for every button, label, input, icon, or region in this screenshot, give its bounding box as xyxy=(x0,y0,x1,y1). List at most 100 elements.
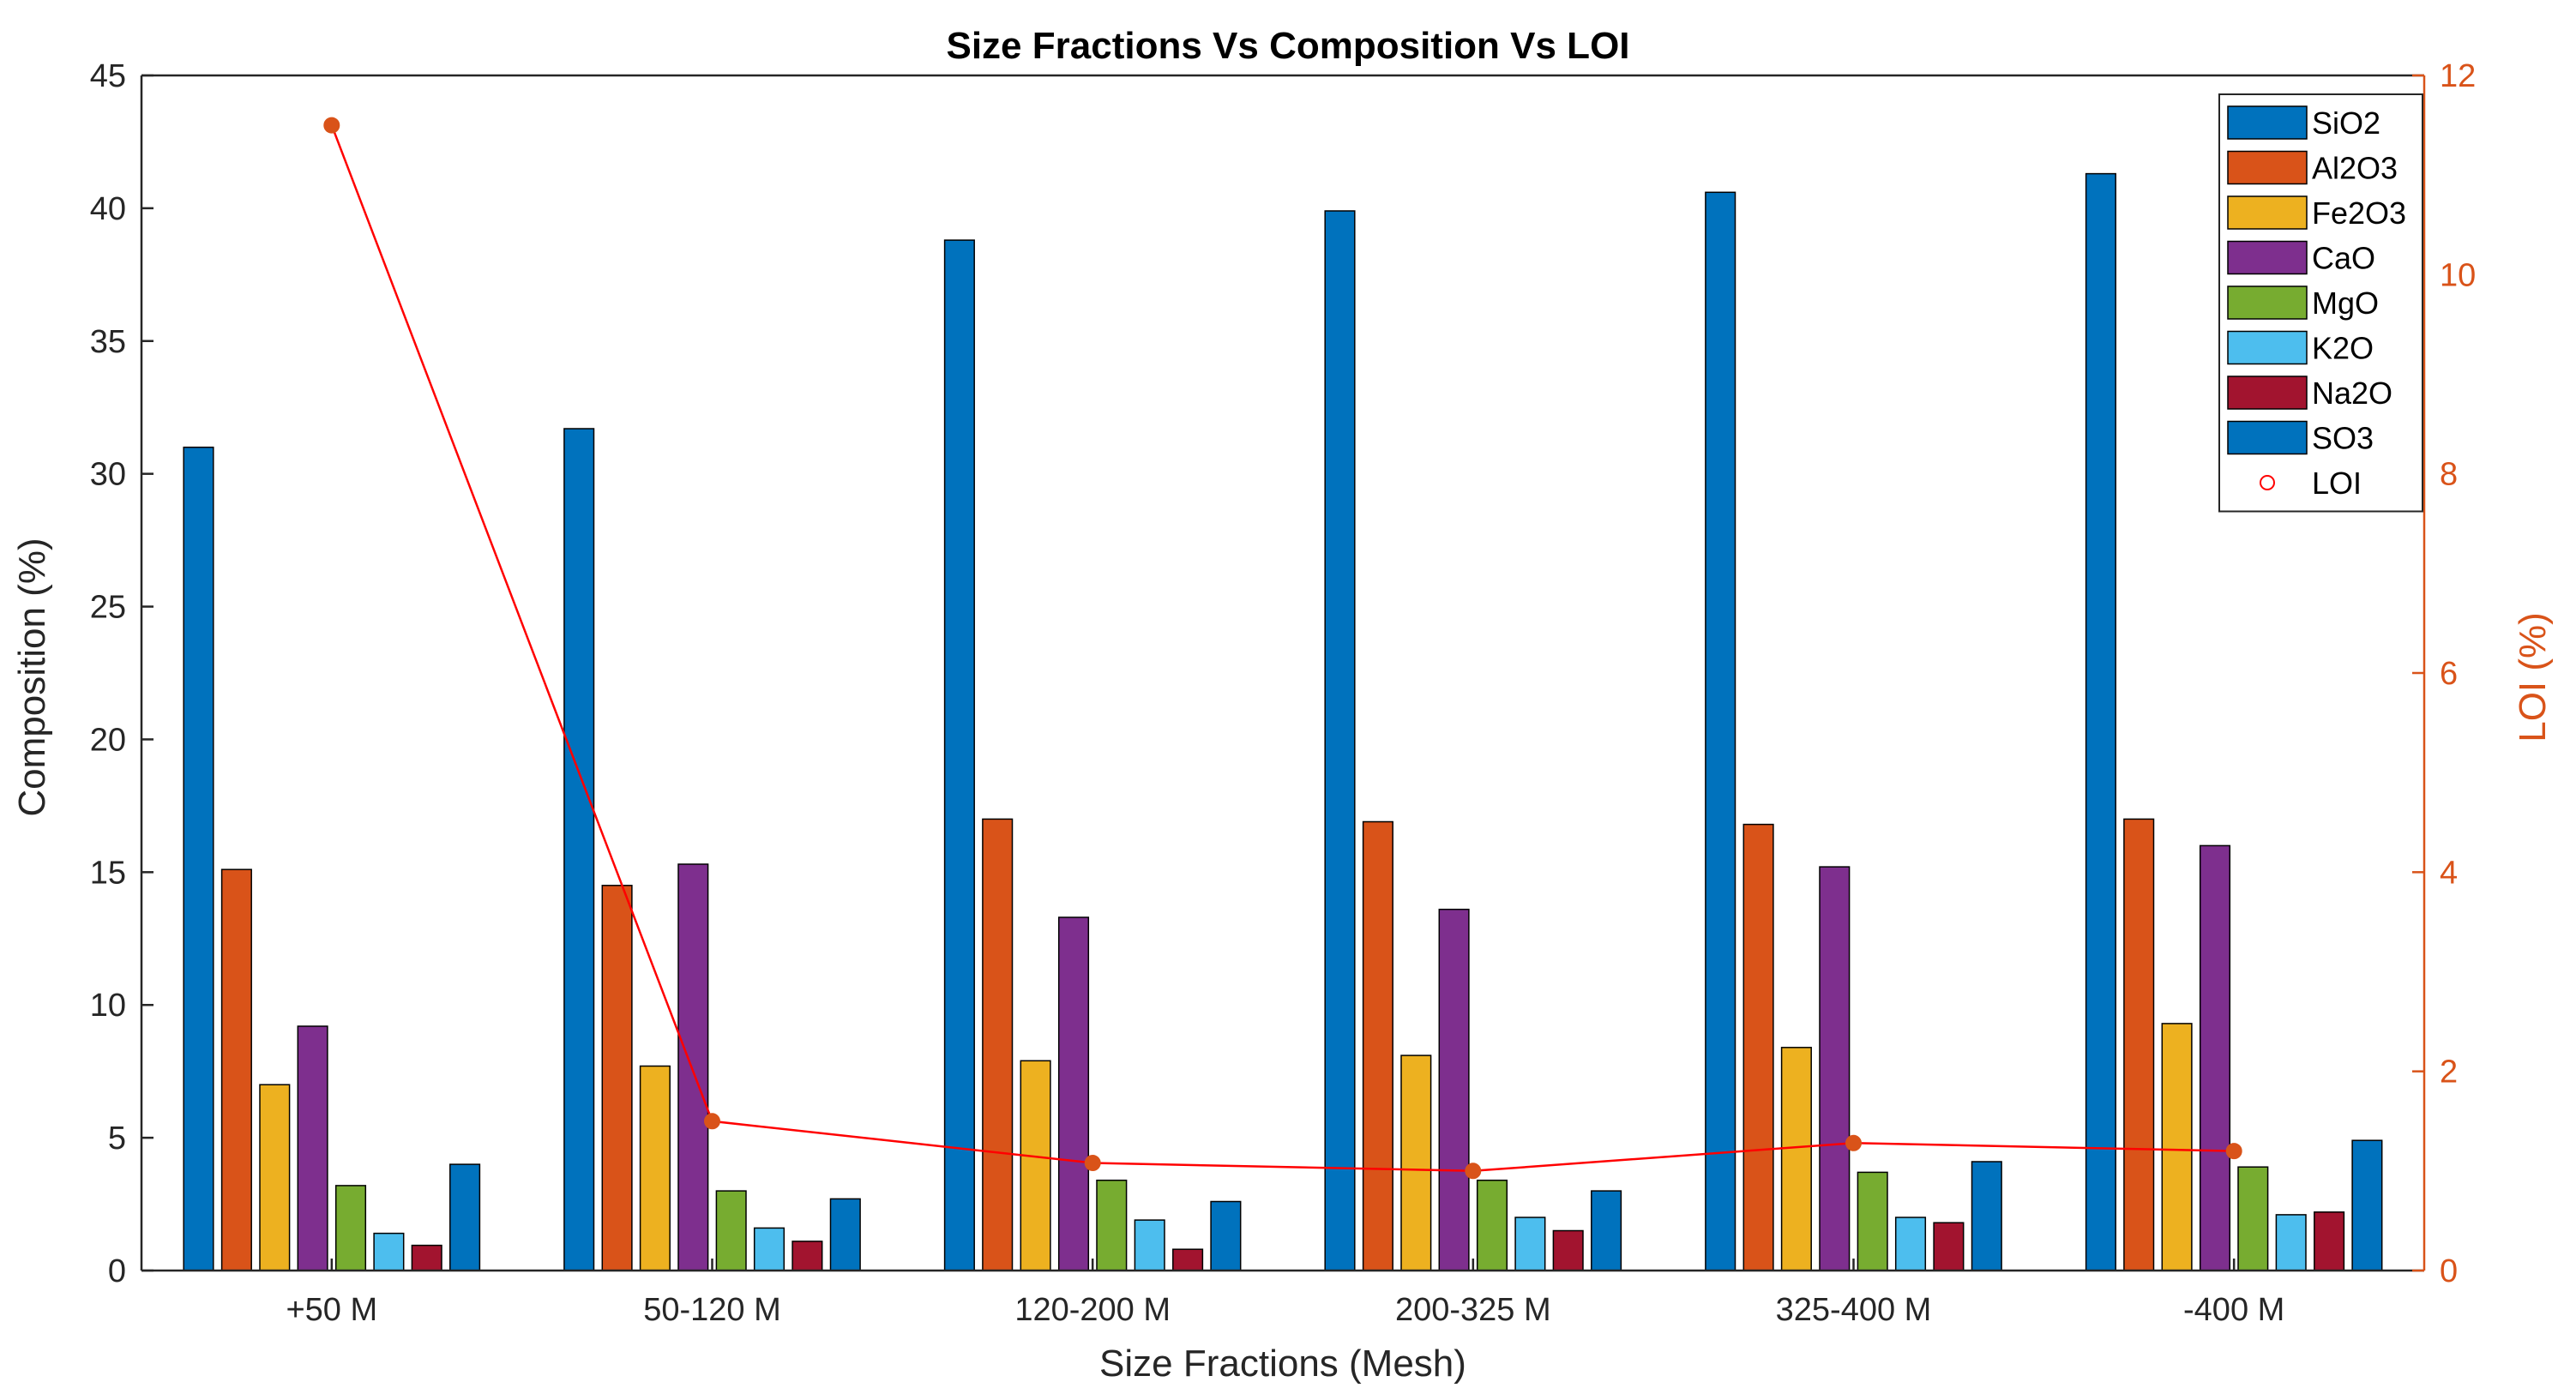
x-tick-label: 50-120 M xyxy=(643,1292,781,1328)
bar-so3-2 xyxy=(1210,1200,1242,1271)
bar-k2o-3 xyxy=(1514,1217,1546,1271)
loi-point-4 xyxy=(1845,1134,1862,1151)
legend: SiO2 Al2O3 Fe2O3 CaO MgO K2O Na2O SO3 LOI xyxy=(2218,93,2423,513)
y-tick-label: 40 xyxy=(90,191,126,227)
legend-swatch-na2o xyxy=(2227,376,2308,410)
bar-mgo-3 xyxy=(1476,1179,1508,1271)
bar-k2o-4 xyxy=(1894,1217,1927,1271)
bar-so3-5 xyxy=(2351,1139,2383,1271)
x-tick-label: 200-325 M xyxy=(1395,1292,1551,1328)
y2-axis-label: LOI (%) xyxy=(2512,612,2554,742)
legend-swatch-mgo xyxy=(2227,285,2308,320)
bar-na2o-0 xyxy=(411,1244,442,1271)
y2-tick-label: 6 xyxy=(2440,656,2458,692)
bar-k2o-1 xyxy=(753,1227,785,1271)
bar-na2o-3 xyxy=(1552,1229,1584,1271)
legend-label-na2o: Na2O xyxy=(2312,376,2392,411)
y-tick-label: 0 xyxy=(108,1253,126,1289)
y-tick-label: 35 xyxy=(90,324,126,360)
bar-al2o3-4 xyxy=(1742,823,1774,1271)
chart-title: Size Fractions Vs Composition Vs LOI xyxy=(946,25,1629,67)
legend-swatch-al2o3 xyxy=(2227,150,2308,185)
bar-mgo-2 xyxy=(1096,1179,1128,1271)
bar-na2o-5 xyxy=(2314,1211,2345,1271)
bar-cao-1 xyxy=(677,863,709,1271)
bar-al2o3-5 xyxy=(2123,818,2155,1271)
bar-al2o3-2 xyxy=(982,818,1014,1271)
bar-sio2-3 xyxy=(1324,210,1356,1271)
bar-sio2-0 xyxy=(183,446,214,1271)
y2-tick-label: 4 xyxy=(2440,855,2458,891)
bar-fe2o3-0 xyxy=(259,1084,291,1271)
bar-fe2o3-4 xyxy=(1780,1047,1812,1271)
bar-sio2-5 xyxy=(2085,172,2116,1271)
bar-al2o3-0 xyxy=(220,868,252,1271)
legend-marker-loi xyxy=(2260,475,2275,490)
y2-tick-label: 2 xyxy=(2440,1055,2458,1091)
loi-point-5 xyxy=(2225,1143,2242,1160)
axes-layer: 0 5 10 15 20 25 30 35 40 45 0 2 4 6 8 10 12 +50 M 50-120 M… xyxy=(90,58,2477,1328)
legend-swatch-cao xyxy=(2227,240,2308,275)
legend-label-sio2: SiO2 xyxy=(2312,105,2380,141)
loi-point-1 xyxy=(704,1113,720,1130)
legend-label-al2o3: Al2O3 xyxy=(2312,151,2398,186)
x-axis-label: Size Fractions (Mesh) xyxy=(1099,1343,1466,1385)
bar-so3-3 xyxy=(1591,1190,1622,1271)
bar-mgo-4 xyxy=(1857,1171,1888,1271)
bar-fe2o3-1 xyxy=(639,1065,671,1271)
y-tick-label: 20 xyxy=(90,722,126,758)
y-tick-label: 25 xyxy=(90,590,126,626)
y-tick-label: 45 xyxy=(90,58,126,94)
legend-swatch-fe2o3 xyxy=(2227,195,2308,230)
bar-k2o-2 xyxy=(1134,1219,1165,1271)
loi-point-2 xyxy=(1084,1155,1101,1171)
y-tick-label: 5 xyxy=(108,1121,126,1157)
bar-sio2-2 xyxy=(943,239,975,1271)
bar-sio2-4 xyxy=(1705,191,1736,1271)
loi-point-3 xyxy=(1465,1163,1482,1180)
legend-swatch-so3 xyxy=(2227,420,2308,455)
legend-label-mgo: MgO xyxy=(2312,285,2379,321)
x-tick-label: 120-200 M xyxy=(1014,1292,1171,1328)
loi-line-layer xyxy=(323,117,2242,1180)
y2-tick-label: 8 xyxy=(2440,457,2458,493)
loi-point-0 xyxy=(323,117,340,134)
x-tick-label: +50 M xyxy=(286,1292,377,1328)
bar-na2o-2 xyxy=(1172,1248,1204,1271)
x-tick-label: 325-400 M xyxy=(1776,1292,1932,1328)
legend-label-k2o: K2O xyxy=(2312,331,2374,366)
bar-fe2o3-5 xyxy=(2161,1023,2193,1271)
bar-na2o-1 xyxy=(791,1241,823,1271)
bar-so3-0 xyxy=(449,1163,481,1271)
bar-k2o-0 xyxy=(373,1232,405,1271)
legend-swatch-k2o xyxy=(2227,330,2308,365)
bars-layer xyxy=(183,172,2383,1271)
legend-swatch-sio2 xyxy=(2227,105,2308,140)
legend-label-cao: CaO xyxy=(2312,241,2375,276)
bar-so3-4 xyxy=(1971,1161,2002,1271)
bar-al2o3-1 xyxy=(601,885,633,1271)
bar-cao-0 xyxy=(297,1025,328,1271)
bar-mgo-0 xyxy=(334,1185,367,1271)
bar-cao-3 xyxy=(1438,908,1470,1271)
bar-k2o-5 xyxy=(2275,1214,2307,1271)
legend-label-loi: LOI xyxy=(2312,466,2362,501)
y2-tick-label: 12 xyxy=(2440,58,2476,94)
bar-fe2o3-2 xyxy=(1020,1060,1051,1271)
bar-sio2-1 xyxy=(563,428,595,1271)
bar-mgo-1 xyxy=(715,1190,747,1271)
y-axis-label: Composition (%) xyxy=(11,538,53,816)
bar-mgo-5 xyxy=(2237,1166,2269,1271)
y2-tick-label: 0 xyxy=(2440,1253,2458,1289)
legend-label-fe2o3: Fe2O3 xyxy=(2312,195,2406,231)
bar-al2o3-3 xyxy=(1362,820,1393,1271)
y-tick-label: 15 xyxy=(90,855,126,891)
loi-line xyxy=(330,124,2235,1173)
y2-tick-label: 10 xyxy=(2440,257,2476,293)
bar-cao-4 xyxy=(1819,866,1851,1271)
y-tick-label: 30 xyxy=(90,457,126,493)
legend-label-so3: SO3 xyxy=(2312,421,2374,456)
bar-cao-5 xyxy=(2199,844,2231,1271)
x-tick-label: -400 M xyxy=(2183,1292,2284,1328)
